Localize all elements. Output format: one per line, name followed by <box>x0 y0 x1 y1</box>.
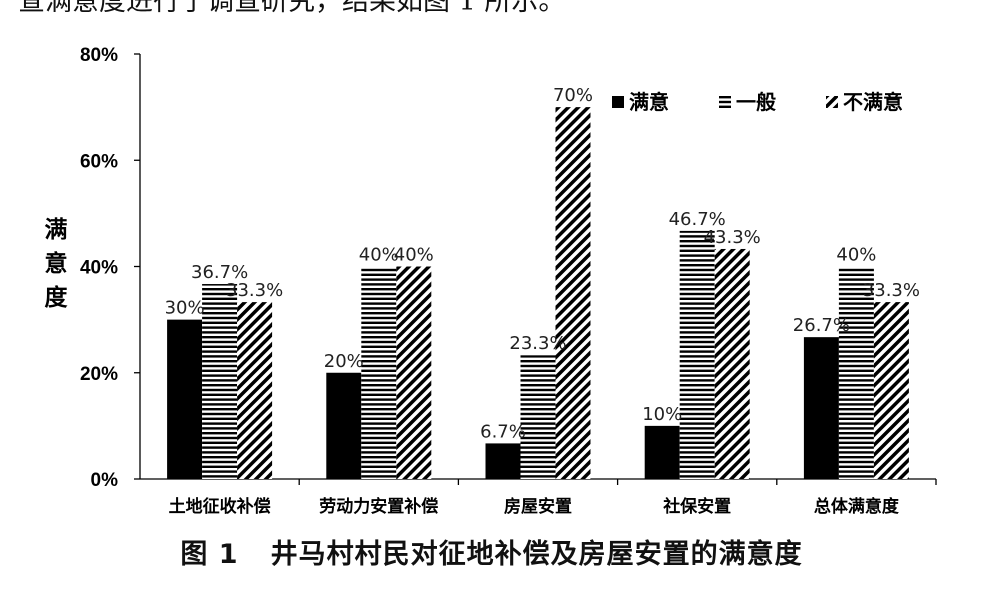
data-label: 33.3% <box>226 280 283 301</box>
data-label: 33.3% <box>863 280 920 301</box>
legend-swatch-不满意 <box>826 96 838 108</box>
figure-number: 图 1 <box>180 539 239 570</box>
bar-一般 <box>361 266 397 479</box>
bar-一般 <box>679 230 715 479</box>
bar-满意 <box>485 443 521 479</box>
x-tick-label: 总体满意度 <box>814 496 900 517</box>
data-label: 40% <box>359 245 399 266</box>
data-label: 10% <box>642 404 682 425</box>
bar-满意 <box>326 372 362 479</box>
legend-label: 一般 <box>736 90 776 114</box>
data-label: 20% <box>324 351 364 372</box>
legend-swatch-满意 <box>612 96 624 108</box>
y-tick-label: 20% <box>80 364 118 385</box>
bar-不满意 <box>714 248 750 479</box>
preceding-paragraph-text: 查满意度进行了调查研究，结果如图 1 所示。 <box>18 0 566 17</box>
x-tick-label: 房屋安置 <box>504 496 572 517</box>
bar-不满意 <box>237 302 273 479</box>
data-label: 30% <box>165 298 205 319</box>
satisfaction-bar-chart: 0% 20% 40% 60% 80% 土地征收补偿 劳动力安置补偿 房屋安置 社保安置 总体满意度… <box>45 45 937 517</box>
bar-一般 <box>520 355 556 479</box>
x-tick-label: 社保安置 <box>662 496 731 517</box>
y-tick-label: 80% <box>80 45 118 66</box>
data-label: 26.7% <box>793 315 850 336</box>
bar-一般 <box>202 284 238 479</box>
bar-满意 <box>803 337 839 479</box>
bar-满意 <box>167 319 203 479</box>
y-axis-title: 满意度 <box>45 217 69 311</box>
following-paragraph-text <box>18 583 978 603</box>
y-tick-label: 0% <box>91 470 119 491</box>
data-label: 6.7% <box>480 421 526 442</box>
data-label: 23.3% <box>509 333 566 354</box>
data-label: 40% <box>394 245 434 266</box>
bar-不满意 <box>873 302 909 479</box>
x-tick-label: 劳动力安置补偿 <box>319 496 438 517</box>
figure-title: 井马村村民对征地补偿及房屋安置的满意度 <box>270 539 803 570</box>
bar-满意 <box>644 425 680 479</box>
bar-不满意 <box>555 107 591 479</box>
bar-一般 <box>838 266 874 479</box>
x-tick-label: 土地征收补偿 <box>169 496 271 517</box>
data-label: 40% <box>836 245 876 266</box>
bar-不满意 <box>396 266 432 479</box>
figure-caption: 图 1 井马村村民对征地补偿及房屋安置的满意度 <box>0 532 983 571</box>
data-label: 70% <box>553 85 593 106</box>
data-label: 43.3% <box>704 227 761 248</box>
data-label: 46.7% <box>669 209 726 230</box>
legend-label: 满意 <box>629 90 669 114</box>
y-tick-label: 60% <box>80 151 118 172</box>
y-tick-label: 40% <box>80 258 118 279</box>
legend-label: 不满意 <box>843 90 903 114</box>
legend-swatch-一般 <box>719 96 731 108</box>
data-label: 36.7% <box>191 262 248 283</box>
